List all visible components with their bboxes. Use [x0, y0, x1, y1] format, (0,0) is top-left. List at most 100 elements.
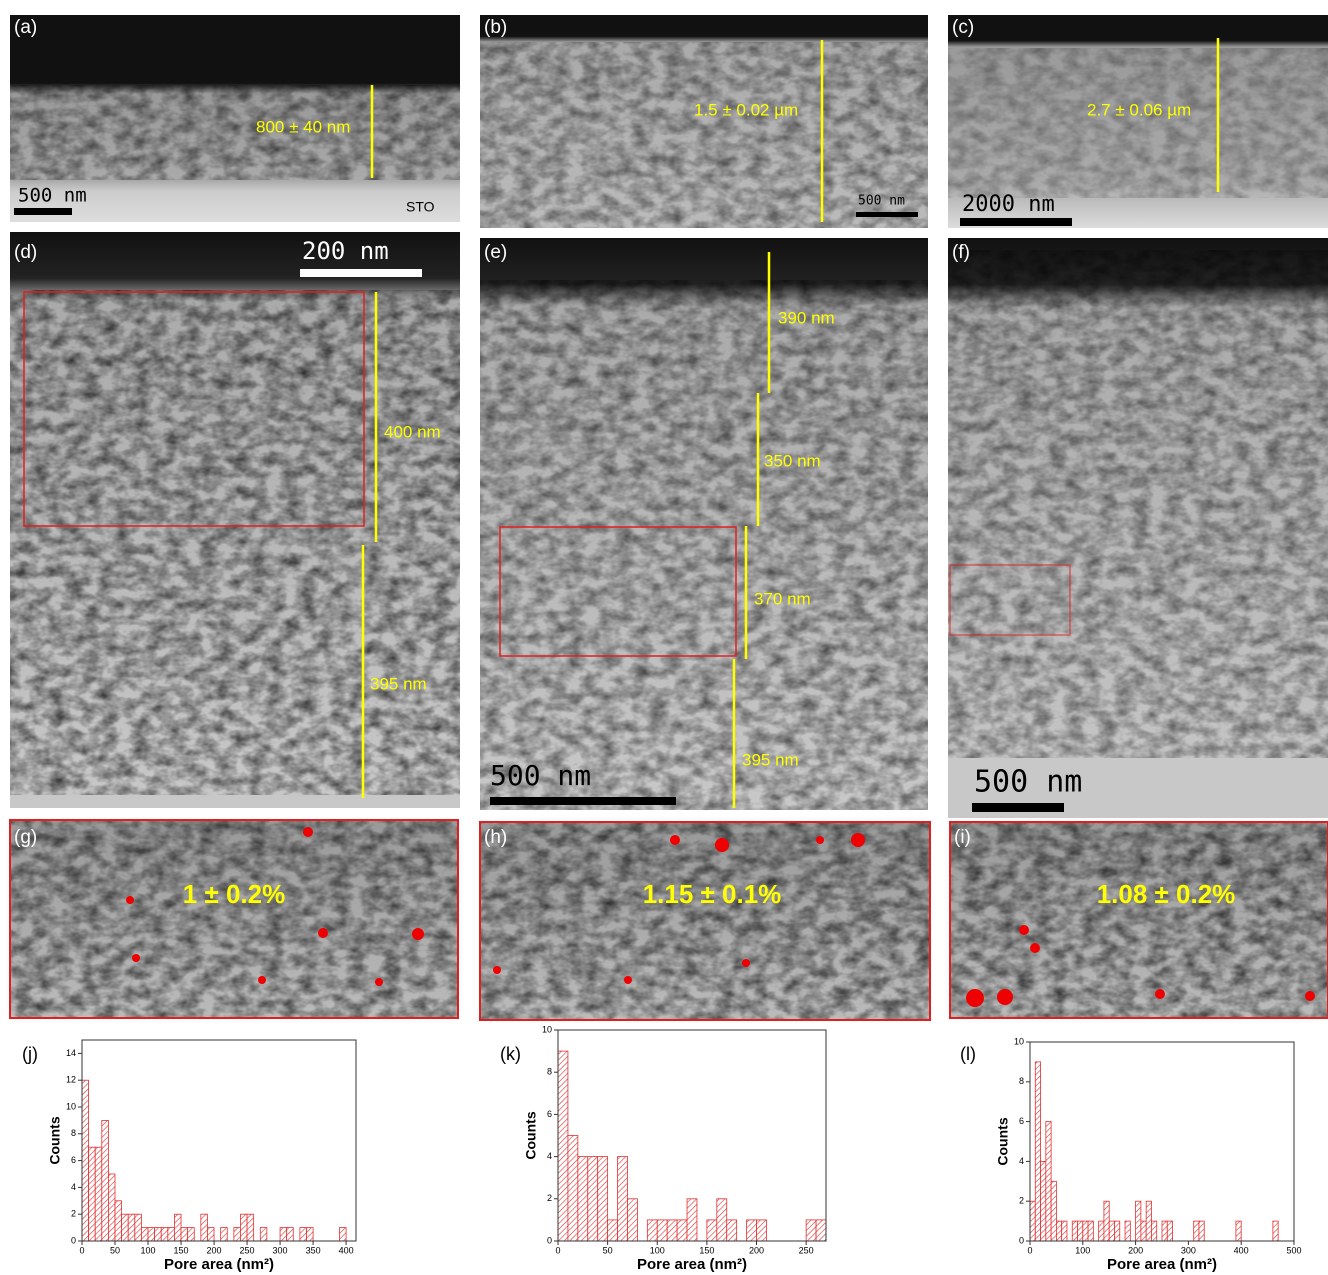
bar	[160, 1227, 169, 1242]
x-tick-label: 0	[79, 1245, 84, 1255]
y-tick-label: 10	[542, 1024, 552, 1034]
bar	[1166, 1220, 1173, 1242]
image-f	[948, 238, 1328, 818]
bar	[108, 1173, 116, 1242]
y-tick-label: 0	[71, 1235, 76, 1245]
x-tick-label: 100	[141, 1245, 156, 1255]
bar	[299, 1227, 307, 1242]
porosity-label: 1 ± 0.2%	[183, 879, 285, 909]
x-tick-label: 0	[555, 1245, 560, 1255]
bar	[1071, 1220, 1078, 1242]
bar	[286, 1227, 294, 1242]
thickness-label: 1.5 ± 0.02 µm	[694, 100, 798, 119]
thickness-label: 400 nm	[384, 422, 441, 441]
x-tick-label: 250	[240, 1245, 255, 1255]
bar	[339, 1227, 347, 1242]
bar	[1135, 1200, 1142, 1242]
bar	[557, 1050, 569, 1242]
x-axis-label: Pore area (nm²)	[164, 1256, 274, 1273]
bar	[676, 1219, 688, 1242]
x-tick-label: 500	[1286, 1245, 1301, 1255]
x-tick-label: 0	[1027, 1245, 1032, 1255]
x-tick-label: 50	[603, 1245, 613, 1255]
image-a	[10, 15, 460, 222]
bar	[666, 1219, 678, 1242]
bar	[587, 1156, 599, 1242]
bar	[1114, 1220, 1121, 1242]
thickness-label: 395 nm	[742, 750, 799, 769]
bar	[1045, 1121, 1052, 1242]
scale-bar-label: 500 nm	[858, 194, 905, 209]
bar	[1098, 1220, 1105, 1242]
thickness-label: 370 nm	[754, 589, 811, 608]
y-tick-label: 0	[547, 1235, 552, 1245]
bar	[207, 1227, 215, 1242]
bar	[1145, 1200, 1152, 1242]
bar	[127, 1213, 136, 1242]
bar	[1193, 1220, 1200, 1242]
bar	[279, 1227, 288, 1242]
y-tick-label: 4	[547, 1151, 552, 1161]
x-tick-label: 300	[1181, 1245, 1196, 1255]
image-e	[480, 238, 928, 810]
y-axis-label: Counts	[523, 1111, 539, 1159]
y-axis-label: Counts	[995, 1117, 1011, 1165]
x-tick-label: 150	[174, 1245, 189, 1255]
bar	[101, 1120, 109, 1242]
bar	[88, 1146, 96, 1242]
panel-label: (g)	[14, 827, 37, 848]
bar	[656, 1219, 668, 1242]
y-tick-label: 8	[547, 1067, 552, 1077]
y-tick-label: 4	[71, 1182, 76, 1192]
x-tick-label: 200	[749, 1245, 764, 1255]
image-b	[480, 15, 928, 228]
x-tick-label: 250	[799, 1245, 814, 1255]
bar	[114, 1200, 123, 1242]
bar	[706, 1219, 718, 1242]
bar	[1103, 1200, 1110, 1242]
image-h	[479, 821, 931, 1021]
y-tick-label: 4	[1019, 1156, 1024, 1166]
panel-label: (e)	[484, 242, 507, 263]
bar	[1140, 1220, 1147, 1242]
bar	[756, 1219, 767, 1242]
bar	[1050, 1180, 1057, 1242]
porosity-label: 1.15 ± 0.1%	[643, 879, 782, 909]
bar	[141, 1227, 149, 1242]
scale-bar-label: 200 nm	[302, 237, 389, 265]
x-tick-label: 350	[306, 1245, 321, 1255]
bar	[1029, 1200, 1036, 1242]
x-axis-label: Pore area (nm²)	[637, 1256, 747, 1273]
scale-bar-label: 500 nm	[18, 185, 87, 207]
bar	[187, 1227, 195, 1242]
bar	[627, 1198, 638, 1242]
y-tick-label: 10	[66, 1101, 76, 1111]
bar	[1077, 1220, 1084, 1242]
bar	[1161, 1220, 1168, 1242]
bar	[607, 1219, 618, 1242]
scale-bar-label: 500 nm	[974, 765, 1082, 800]
bar	[81, 1079, 90, 1242]
thickness-label: 2.7 ± 0.06 µm	[1087, 100, 1191, 119]
bar	[174, 1213, 182, 1242]
substrate-label: STO	[406, 199, 435, 215]
x-tick-label: 50	[110, 1245, 120, 1255]
x-tick-label: 400	[339, 1245, 354, 1255]
y-tick-label: 0	[1019, 1235, 1024, 1245]
x-tick-label: 300	[273, 1245, 288, 1255]
thickness-label: 800 ± 40 nm	[256, 117, 350, 136]
x-tick-label: 150	[699, 1245, 714, 1255]
panel-label: (f)	[952, 242, 970, 263]
y-axis-label: Counts	[47, 1116, 63, 1164]
bar	[240, 1213, 248, 1242]
bar	[121, 1213, 129, 1242]
bar	[597, 1156, 609, 1242]
x-tick-label: 200	[1128, 1245, 1143, 1255]
bar	[1034, 1061, 1041, 1242]
y-tick-label: 14	[66, 1048, 76, 1058]
y-tick-label: 12	[66, 1075, 76, 1085]
bar	[686, 1198, 698, 1242]
panel-label: (k)	[500, 1044, 521, 1064]
plot-frame	[81, 1039, 357, 1242]
